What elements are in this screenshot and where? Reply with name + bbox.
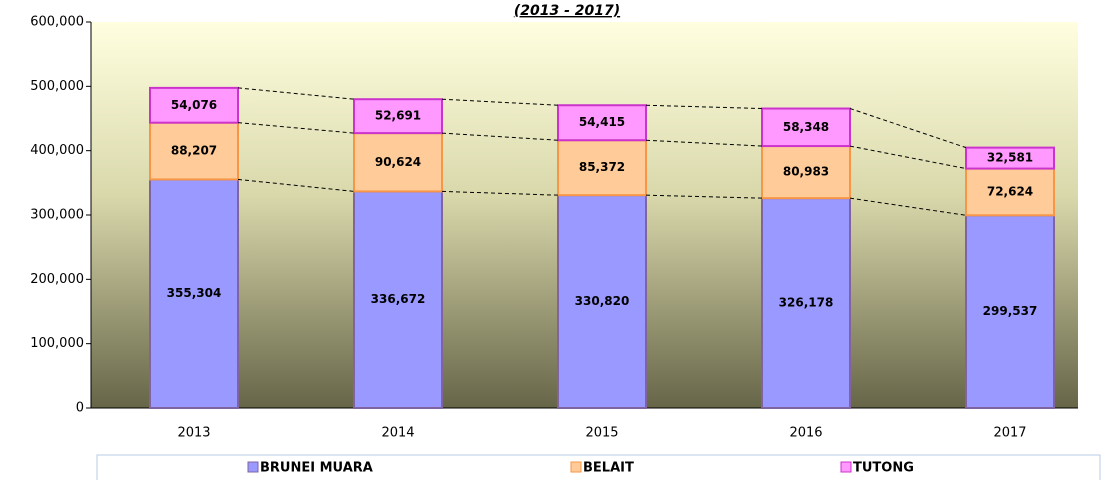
x-tick-label: 2017 (993, 426, 1026, 441)
bar-segment (557, 104, 647, 142)
series-line (849, 197, 967, 216)
bar-segment (353, 190, 443, 409)
value-label: 326,178 (779, 296, 834, 310)
series-line (237, 122, 355, 134)
value-label: 32,581 (987, 151, 1033, 165)
value-label: 355,304 (167, 286, 222, 300)
bar-segment (965, 167, 1055, 217)
series-line (441, 98, 559, 106)
legend (96, 454, 1101, 480)
bar-segment (557, 139, 647, 197)
value-label: 330,820 (575, 294, 630, 308)
bar-segment (761, 197, 851, 409)
y-tick-label: 200,000 (30, 272, 84, 287)
bar-segment (353, 98, 443, 135)
bar-segment (965, 146, 1055, 170)
series-line (441, 132, 559, 141)
legend-label: BRUNEI MUARA (260, 461, 373, 476)
y-tick-label: 0 (76, 401, 84, 416)
bar-segment (965, 214, 1055, 409)
bar-segment (761, 107, 851, 148)
legend-label: TUTONG (853, 461, 914, 476)
legend-swatch (247, 461, 259, 473)
bar-segment (353, 132, 443, 193)
x-tick-label: 2014 (381, 426, 414, 441)
y-tick-label: 300,000 (30, 208, 84, 223)
value-label: 85,372 (579, 160, 625, 174)
y-tick-label: 400,000 (30, 143, 84, 158)
legend-swatch (840, 461, 852, 473)
value-label: 336,672 (371, 292, 426, 306)
value-label: 72,624 (987, 184, 1033, 198)
chart-title: (2013 - 2017) (514, 3, 620, 19)
legend-swatch (570, 461, 582, 473)
value-label: 88,207 (171, 144, 217, 158)
series-line (645, 104, 763, 110)
value-label: 299,537 (983, 304, 1038, 318)
x-tick-label: 2015 (585, 426, 618, 441)
series-line (645, 194, 763, 199)
x-tick-label: 2016 (789, 426, 822, 441)
value-label: 90,624 (375, 155, 421, 169)
x-tick-label: 2013 (177, 426, 210, 441)
legend-label: BELAIT (583, 461, 634, 476)
bar-segment (149, 86, 239, 124)
y-tick-label: 600,000 (30, 15, 84, 30)
value-label: 54,415 (579, 115, 625, 129)
y-tick-label: 500,000 (30, 79, 84, 94)
series-line (237, 178, 355, 192)
bar-segment (149, 178, 239, 409)
value-label: 52,691 (375, 109, 421, 123)
y-tick-label: 100,000 (30, 336, 84, 351)
series-line (441, 190, 559, 196)
value-label: 54,076 (171, 98, 217, 112)
series-line (849, 145, 967, 170)
series-line (237, 87, 355, 100)
value-label: 80,983 (783, 165, 829, 179)
value-label: 58,348 (783, 120, 829, 134)
series-line (645, 139, 763, 147)
